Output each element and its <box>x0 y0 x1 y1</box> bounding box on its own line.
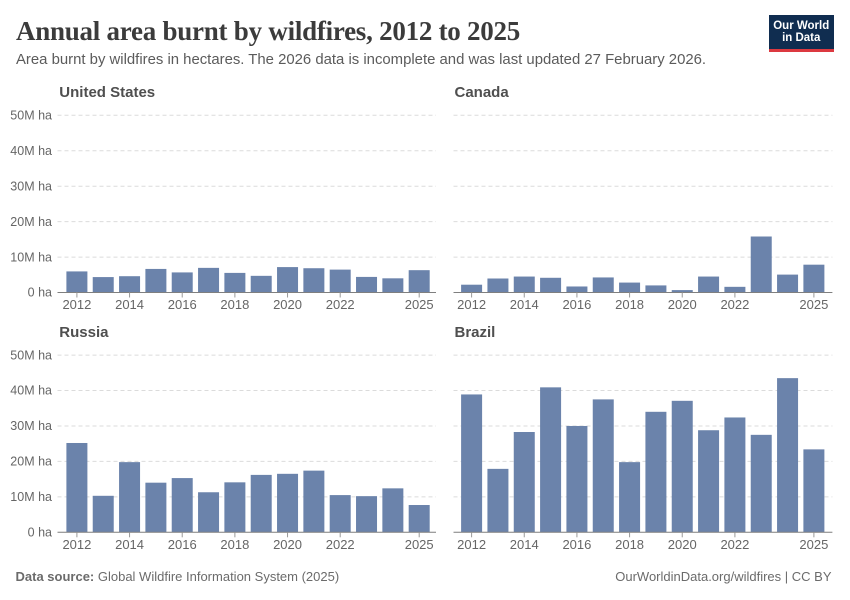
svg-text:0 ha: 0 ha <box>28 526 52 540</box>
svg-text:2016: 2016 <box>562 537 591 552</box>
svg-text:2018: 2018 <box>615 537 644 552</box>
svg-text:2018: 2018 <box>220 537 249 552</box>
svg-text:2020: 2020 <box>668 537 697 552</box>
svg-text:30M ha: 30M ha <box>10 419 52 433</box>
svg-text:2025: 2025 <box>405 297 434 312</box>
svg-text:2014: 2014 <box>115 297 144 312</box>
svg-text:20M ha: 20M ha <box>10 455 52 469</box>
svg-text:40M ha: 40M ha <box>10 384 52 398</box>
svg-text:10M ha: 10M ha <box>10 490 52 504</box>
svg-text:2014: 2014 <box>510 297 539 312</box>
svg-text:2025: 2025 <box>799 537 828 552</box>
svg-text:2022: 2022 <box>720 537 749 552</box>
svg-text:20M ha: 20M ha <box>10 215 52 229</box>
svg-text:2020: 2020 <box>273 297 302 312</box>
svg-text:40M ha: 40M ha <box>10 144 52 158</box>
svg-text:2018: 2018 <box>615 297 644 312</box>
svg-text:2022: 2022 <box>720 297 749 312</box>
svg-text:2012: 2012 <box>457 537 486 552</box>
svg-text:2020: 2020 <box>668 297 697 312</box>
svg-text:2014: 2014 <box>510 537 539 552</box>
svg-text:2014: 2014 <box>115 537 144 552</box>
svg-text:2016: 2016 <box>562 297 591 312</box>
svg-text:2025: 2025 <box>405 537 434 552</box>
svg-text:2022: 2022 <box>326 537 355 552</box>
svg-text:2016: 2016 <box>168 297 197 312</box>
svg-text:50M ha: 50M ha <box>10 109 52 123</box>
svg-text:10M ha: 10M ha <box>10 250 52 264</box>
svg-text:2016: 2016 <box>168 537 197 552</box>
svg-text:2012: 2012 <box>62 537 91 552</box>
svg-text:2022: 2022 <box>326 297 355 312</box>
svg-text:0 ha: 0 ha <box>28 286 52 300</box>
svg-text:2018: 2018 <box>220 297 249 312</box>
svg-text:50M ha: 50M ha <box>10 348 52 362</box>
svg-text:2020: 2020 <box>273 537 302 552</box>
svg-text:2012: 2012 <box>457 297 486 312</box>
svg-text:30M ha: 30M ha <box>10 179 52 193</box>
svg-text:2025: 2025 <box>799 297 828 312</box>
svg-text:2012: 2012 <box>62 297 91 312</box>
